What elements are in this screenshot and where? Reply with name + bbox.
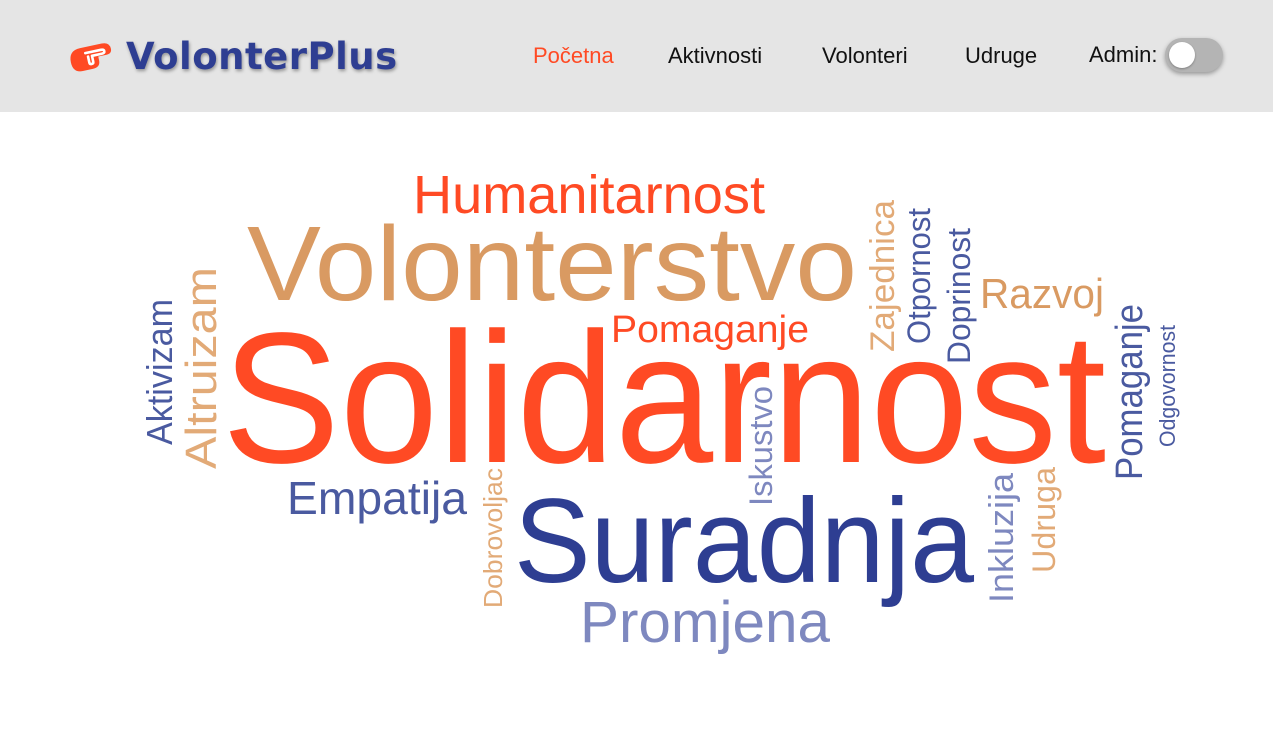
top-navbar: VolonterPlus Početna Aktivnosti Volonter… [0,0,1273,112]
word-zajednica: Zajednica [864,200,902,352]
nav-item-aktivnosti[interactable]: Aktivnosti [668,43,763,68]
word-aktivizam: Aktivizam [139,299,180,445]
admin-label: Admin: [1089,42,1158,67]
nav-item-volonteri[interactable]: Volonteri [822,43,908,68]
word-cloud: Solidarnost Volonterstvo Suradnja Humani… [139,165,1180,655]
helping-hand-icon [70,43,112,72]
word-empatija: Empatija [287,472,467,524]
nav-udruge-wrap: Udruge [965,40,1037,72]
nav-item-pocetna[interactable]: Početna [533,43,614,68]
word-pomaganje-vertical: Pomaganje [1109,304,1151,480]
word-dobrovoljac: Dobrovoljac [478,468,508,608]
admin-toggle-switch[interactable] [1165,38,1224,72]
word-iskustvo: Iskustvo [743,386,779,506]
nav-pocetna-wrap: Početna [533,40,614,72]
word-otpornost: Otpornost [901,208,937,344]
admin-toggle-group: Admin: [1089,36,1224,74]
word-suradnja: Suradnja [514,474,974,608]
word-doprinost: Doprinost [941,228,977,364]
word-solidarnost: Solidarnost [222,295,1106,502]
nav-volonteri-wrap: Volonteri [822,40,908,72]
word-altruizam: Altruizam [177,267,226,469]
nav-item-udruge[interactable]: Udruge [965,43,1038,68]
toggle-knob [1169,42,1196,68]
nav-aktivnosti-wrap: Aktivnosti [668,40,762,72]
word-odgovornost: Odgovornost [1155,325,1180,447]
word-razvoj: Razvoj [980,270,1104,317]
word-humanitarnost: Humanitarnost [413,165,765,225]
word-inkluzija: Inkluzija [983,473,1021,603]
brand-name: VolonterPlus [126,34,398,78]
brand-logo[interactable]: VolonterPlus [64,32,398,80]
word-volonterstvo: Volonterstvo [247,205,857,323]
word-udruga: Udruga [1026,467,1062,573]
word-promjena: Promjena [580,590,831,655]
word-pomaganje: Pomaganje [611,309,809,351]
